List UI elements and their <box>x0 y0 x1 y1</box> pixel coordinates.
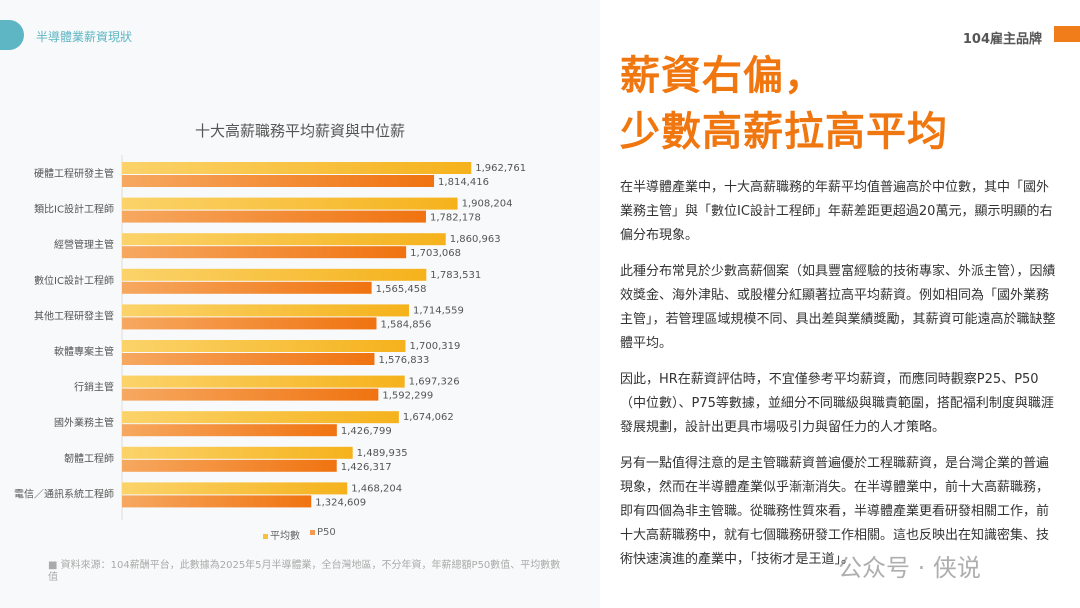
category-label: 其他工程研發主管 <box>34 309 114 322</box>
category-label: 軟體專案主管 <box>54 345 114 358</box>
bar-p50 <box>122 459 337 472</box>
bar-p50 <box>122 424 337 437</box>
bar-p50 <box>122 246 407 259</box>
paragraph: 此種分布常見於少數高薪個案（如具豐富經驗的技術專家、外派主管），因績效獎金、海外… <box>620 264 1056 351</box>
data-label-avg: 1,489,935 <box>357 448 408 459</box>
category-label: 電信／通訊系統工程師 <box>14 487 114 500</box>
bar-p50 <box>122 317 377 330</box>
bar-avg <box>122 446 353 459</box>
bar-p50 <box>122 175 435 187</box>
data-label-p50: 1,565,458 <box>376 284 427 295</box>
category-label: 行銷主管 <box>74 381 114 394</box>
bar-avg <box>122 304 410 317</box>
data-label-p50: 1,426,317 <box>341 462 392 473</box>
data-label-avg: 1,860,963 <box>450 234 501 245</box>
data-label-p50: 1,703,068 <box>410 248 461 259</box>
paragraph: 另有一點值得注意的是主管職薪資普遍優於工程職薪資，是台灣企業的普遍現象，然而在半… <box>620 456 1050 567</box>
data-label-p50: 1,814,416 <box>438 177 489 188</box>
bar-p50 <box>122 388 379 401</box>
data-label-avg: 1,908,204 <box>462 199 513 210</box>
bar-avg <box>122 233 446 246</box>
data-label-avg: 1,700,319 <box>409 341 460 352</box>
chart-legend: 平均數 P50 <box>263 527 336 542</box>
category-label: 韌體工程師 <box>64 452 114 465</box>
data-label-p50: 1,782,178 <box>430 213 481 224</box>
paragraph: 因此，HR在薪資評估時，不宜僅參考平均薪資，而應同時觀察P25、P50（中位數）… <box>620 372 1054 435</box>
data-label-p50: 1,592,299 <box>382 391 433 402</box>
headline: 薪資右偏， 少數高薪拉高平均 <box>620 48 948 160</box>
brand-logo: 104雇主品牌 <box>962 32 1042 47</box>
data-label-p50: 1,324,609 <box>315 497 366 508</box>
data-label-p50: 1,576,833 <box>378 355 429 366</box>
section-title: 半導體業薪資現狀 <box>36 30 133 44</box>
source-text: 資料來源：104薪酬平台，此數據為2025年5月半導體業，全台灣地區，不分年資，… <box>48 560 561 583</box>
bar-avg <box>122 268 427 281</box>
data-label-avg: 1,962,761 <box>475 163 526 174</box>
bar-avg <box>122 375 405 388</box>
body-text: 在半導體產業中，十大高薪職務的年薪平均值普遍高於中位數，其中「國外業務主管」與「… <box>620 176 1060 584</box>
legend-label: 平均數 <box>270 531 300 542</box>
bar-p50 <box>122 353 375 365</box>
category-label: 類比IC設計工程師 <box>34 203 114 216</box>
chart-title: 十大高薪職務平均薪資與中位薪 <box>194 122 405 140</box>
legend-item-avg: 平均數 <box>263 527 300 542</box>
source-note: ■ 資料來源：104薪酬平台，此數據為2025年5月半導體業，全台灣地區，不分年… <box>48 560 561 583</box>
category-label: 經營管理主管 <box>54 238 114 251</box>
bar-avg <box>122 411 399 424</box>
bar-avg <box>122 340 406 352</box>
data-label-p50: 1,426,799 <box>341 426 392 437</box>
legend-item-p50: P50 <box>310 527 336 542</box>
watermark: 公众号 · 侠说 <box>838 554 981 582</box>
bar-chart: 硬體工程研發主管 1,962,761 1,814,416 類比IC設計工程師 1,908… <box>14 155 526 520</box>
chart-panel <box>0 0 640 608</box>
paragraph: 在半導體產業中，十大高薪職務的年薪平均值普遍高於中位數，其中「國外業務主管」與「… <box>620 180 1053 243</box>
bar-avg <box>122 482 348 495</box>
headline-line-2: 少數高薪拉高平均 <box>620 109 948 155</box>
bar-p50 <box>122 495 312 508</box>
bar-p50 <box>122 210 426 223</box>
data-label-avg: 1,468,204 <box>351 483 402 494</box>
data-label-avg: 1,783,531 <box>430 270 481 281</box>
section-marker <box>0 20 24 50</box>
bar-avg <box>122 162 472 174</box>
category-label: 數位IC設計工程師 <box>34 274 114 287</box>
category-label: 硬體工程研發主管 <box>34 167 114 180</box>
data-label-avg: 1,674,062 <box>403 412 454 423</box>
data-label-p50: 1,584,856 <box>380 319 431 330</box>
legend-label: P50 <box>317 527 336 538</box>
data-label-avg: 1,697,326 <box>409 377 460 388</box>
brand-accent-bar <box>1054 26 1080 42</box>
text-panel <box>600 0 1080 608</box>
headline-line-1: 薪資右偏， <box>620 53 825 99</box>
bar-p50 <box>122 281 372 294</box>
category-label: 國外業務主管 <box>54 416 114 429</box>
data-label-avg: 1,714,559 <box>413 305 464 316</box>
bar-avg <box>122 197 458 210</box>
